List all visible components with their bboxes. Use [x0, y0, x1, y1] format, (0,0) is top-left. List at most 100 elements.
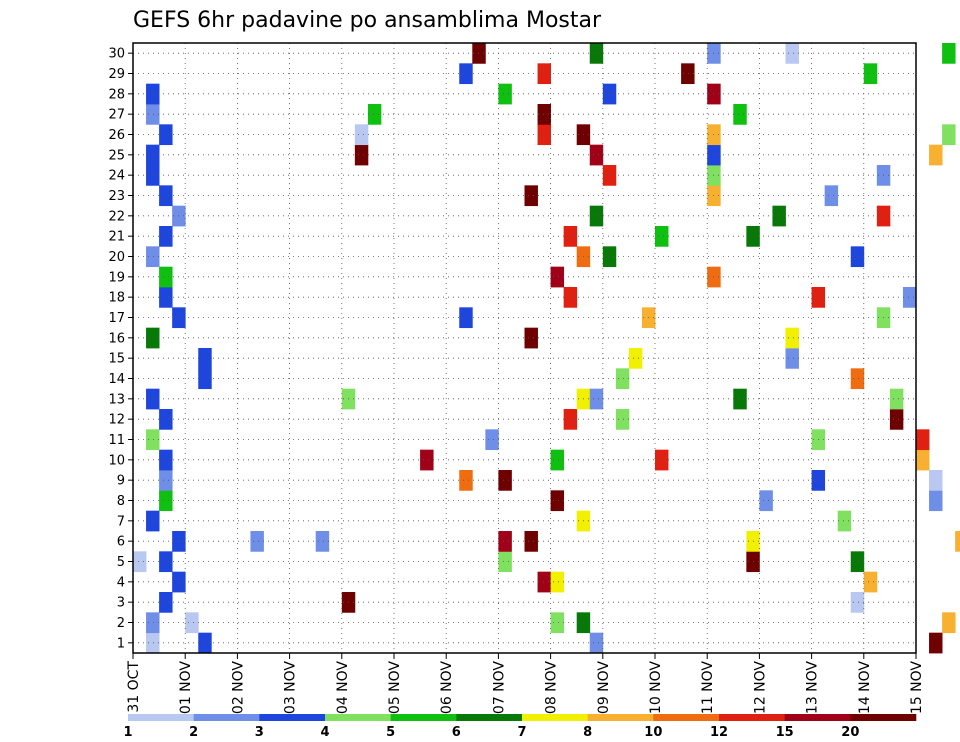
y-tick-label: 15: [108, 352, 125, 367]
heatmap-cell: [146, 327, 160, 349]
colorbar-swatch: [719, 714, 785, 721]
colorbar-swatch: [784, 714, 851, 721]
y-tick-label: 20: [108, 250, 125, 265]
heatmap-cell: [589, 388, 604, 410]
heatmap-cell: [146, 429, 160, 451]
heatmap-cell: [524, 531, 538, 552]
colorbar-swatch: [850, 714, 917, 721]
y-tick-label: 12: [108, 413, 125, 428]
heatmap-cell: [589, 205, 604, 227]
colorbar-swatch: [390, 714, 457, 721]
x-tick-label: 05 NOV: [387, 661, 403, 715]
y-tick-label: 29: [108, 67, 125, 82]
y-tick-label: 30: [108, 47, 125, 62]
heatmap-cell: [159, 490, 173, 512]
colorbar-label: 20: [841, 725, 859, 740]
heatmap-cell: [955, 531, 960, 552]
heatmap-cell: [655, 449, 669, 471]
heatmap-cell: [929, 144, 943, 166]
heatmap-cell: [824, 185, 839, 207]
heatmap-cell: [498, 551, 512, 573]
x-tick-label: 10 NOV: [648, 661, 664, 715]
colorbar-label: 3: [255, 725, 264, 740]
heatmap-cell: [159, 266, 173, 288]
colorbar-swatch: [653, 714, 720, 721]
x-tick-label: 02 NOV: [230, 661, 246, 715]
heatmap-cell: [916, 449, 930, 471]
y-tick-label: 25: [108, 148, 125, 163]
heatmap-cell: [537, 571, 551, 593]
heatmap-cell: [942, 612, 956, 634]
heatmap-cell: [159, 551, 173, 573]
colorbar-label: 15: [776, 725, 794, 740]
plot-frame: [132, 42, 917, 654]
heatmap-cell: [146, 83, 160, 105]
x-tick-label: 15 NOV: [909, 661, 925, 715]
heatmap-cell: [889, 409, 904, 430]
heatmap-cell: [589, 43, 604, 64]
colorbar-swatch: [587, 714, 654, 721]
heatmap-cell: [942, 124, 956, 146]
x-tick-label: 12 NOV: [752, 661, 768, 715]
heatmap-cell: [929, 632, 943, 654]
x-tick-label: 08 NOV: [544, 661, 560, 715]
heatmap-cell: [198, 348, 212, 369]
heatmap-cell: [550, 449, 565, 471]
heatmap-cell: [354, 144, 369, 166]
y-tick-label: 6: [117, 535, 125, 550]
colorbar-label: 1: [123, 725, 132, 740]
heatmap-cell: [929, 470, 943, 491]
x-tick-label: 31 OCT: [126, 661, 142, 713]
heatmap-cell: [420, 449, 434, 471]
heatmap-cell: [837, 510, 852, 532]
heatmap-cell: [315, 531, 330, 552]
heatmap-cell: [850, 368, 865, 390]
heatmap-cell: [785, 327, 799, 349]
heatmap-cell: [198, 368, 212, 390]
y-tick-label: 28: [108, 87, 125, 102]
heatmap-cell: [498, 470, 512, 491]
heatmap-cell: [550, 266, 565, 288]
y-axis: 1234567891011121314151617181920212223242…: [108, 47, 133, 651]
y-tick-label: 16: [108, 331, 125, 346]
y-tick-label: 4: [117, 575, 125, 590]
heatmap-cell: [159, 470, 173, 491]
colorbar-label: 10: [644, 725, 662, 740]
heatmap-cell: [159, 449, 173, 471]
heatmap-cell: [537, 104, 551, 125]
y-tick-label: 10: [108, 453, 125, 468]
heatmap-cell: [759, 490, 773, 512]
y-tick-label: 8: [117, 494, 125, 509]
heatmap-cell: [524, 327, 538, 349]
y-tick-label: 18: [108, 291, 125, 306]
y-tick-label: 11: [108, 433, 125, 448]
heatmap-cell: [146, 104, 160, 125]
colorbar-swatch: [259, 714, 326, 721]
heatmap-cell: [733, 104, 747, 125]
x-tick-label: 06 NOV: [439, 661, 455, 715]
heatmap-cell: [602, 246, 617, 268]
x-tick-label: 01 NOV: [178, 661, 194, 715]
y-tick-label: 9: [117, 474, 125, 489]
heatmap-cell: [850, 246, 865, 268]
heatmap-cell: [615, 409, 630, 430]
heatmap-cell: [902, 287, 917, 308]
heatmap-cell: [146, 632, 160, 654]
colorbar-legend: 1 2 3 4 5 6 7 8 10 12 15 20: [123, 714, 917, 740]
heatmap-cell: [159, 185, 173, 207]
heatmap-cell: [133, 551, 147, 573]
heatmap-cell: [159, 287, 173, 308]
x-tick-label: 11 NOV: [700, 661, 716, 715]
heatmap-cell: [550, 612, 565, 634]
x-tick-label: 04 NOV: [335, 661, 351, 715]
heatmap-cell: [354, 124, 369, 146]
heatmap-cell: [589, 144, 604, 166]
y-tick-label: 13: [108, 392, 125, 407]
heatmap-cell: [159, 226, 173, 247]
y-tick-label: 2: [117, 616, 125, 631]
heatmap-cell: [889, 388, 904, 410]
heatmap-cell: [146, 246, 160, 268]
colorbar-swatch: [456, 714, 523, 721]
heatmap-cell: [146, 165, 160, 186]
